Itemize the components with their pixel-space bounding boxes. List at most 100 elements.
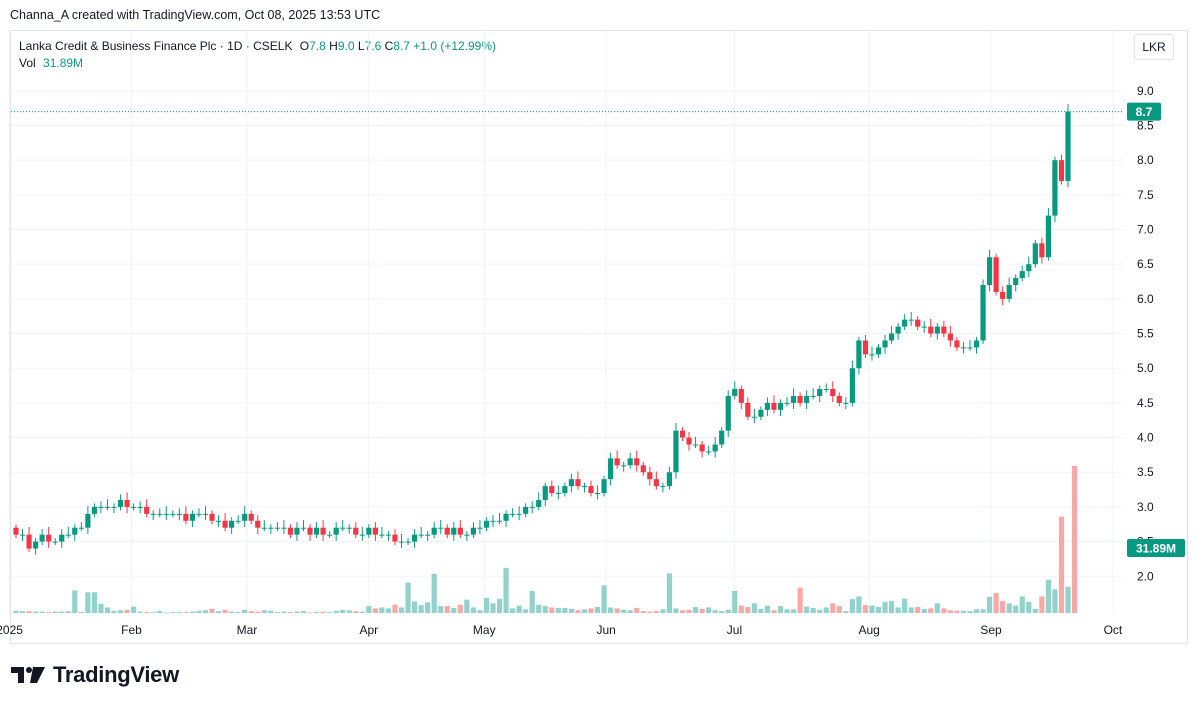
volume-bar: [719, 611, 725, 613]
candle: [856, 337, 862, 375]
candle-body: [627, 458, 633, 466]
candle: [72, 524, 78, 541]
volume-bar: [673, 608, 679, 613]
candle: [653, 471, 659, 490]
volume-bar: [444, 606, 450, 613]
candle: [183, 506, 189, 525]
candle: [529, 501, 535, 514]
candle-body: [457, 527, 463, 535]
volume-bar: [941, 608, 947, 613]
candle-body: [385, 534, 392, 536]
candle: [562, 482, 568, 497]
candle: [679, 427, 686, 442]
close-value: 8.7: [393, 39, 410, 53]
volume-bar: [483, 597, 490, 613]
candle: [268, 524, 274, 534]
volume-bar: [817, 609, 823, 613]
volume-bar: [366, 606, 372, 613]
candle-body: [26, 534, 32, 549]
candle: [209, 510, 215, 525]
candle-body: [575, 479, 581, 487]
volume-bar: [59, 611, 65, 613]
candle-body: [124, 499, 130, 507]
volume-bar: [960, 610, 967, 613]
candle-body: [830, 389, 836, 396]
candle: [496, 513, 503, 525]
candle-body: [183, 513, 189, 521]
candle: [947, 325, 953, 347]
candle: [817, 385, 823, 403]
volume-bar: [46, 612, 52, 613]
tradingview-brand[interactable]: TradingView: [11, 662, 179, 688]
candle-body: [39, 534, 45, 542]
currency-button[interactable]: LKR: [1134, 34, 1174, 60]
candle-body: [19, 534, 26, 536]
candle: [895, 323, 901, 340]
volume-bar: [176, 612, 182, 613]
candle: [1065, 103, 1071, 188]
candle: [353, 522, 359, 539]
candle: [830, 381, 836, 403]
candle: [509, 508, 516, 518]
volume-bar: [1045, 579, 1051, 613]
candle: [1000, 286, 1006, 306]
candle-body: [882, 340, 888, 348]
volume-bar: [1019, 596, 1025, 613]
candle: [699, 441, 705, 458]
candle-body: [85, 513, 91, 528]
candle-body: [379, 534, 385, 536]
volume-bar: [954, 610, 960, 613]
candle-body: [170, 513, 176, 515]
candle-body: [934, 326, 940, 334]
candle-body: [202, 513, 209, 515]
candle: [941, 321, 947, 337]
volume-bar: [621, 609, 627, 613]
volume-bar: [137, 611, 143, 613]
candle-body: [137, 506, 143, 508]
candle-body: [810, 395, 816, 397]
candle: [300, 520, 307, 532]
symbol-name[interactable]: Lanka Credit & Business Finance Plc · 1D…: [19, 39, 293, 53]
candle: [157, 508, 163, 518]
y-tick-label: 5.0: [1137, 361, 1154, 375]
candle: [1026, 256, 1032, 278]
volume-bar: [902, 598, 908, 613]
candle: [660, 482, 666, 493]
candle-body: [313, 527, 320, 535]
tradingview-logo-icon: [11, 667, 45, 683]
volume-bar: [725, 609, 731, 613]
candle: [327, 531, 333, 539]
volume-bar: [706, 607, 712, 613]
candle-body: [738, 389, 744, 403]
candle-body: [608, 458, 614, 480]
candle-body: [52, 541, 58, 543]
candle: [144, 499, 150, 518]
candle: [163, 506, 169, 521]
candle-body: [157, 513, 163, 515]
candle-body: [470, 527, 476, 535]
candle-body: [333, 527, 339, 535]
volume-bar: [908, 607, 914, 613]
candle-body: [614, 458, 620, 466]
candle: [647, 466, 653, 486]
candle-body: [431, 527, 437, 535]
candle: [536, 492, 542, 511]
candle: [438, 520, 444, 534]
volume-bar: [594, 607, 601, 613]
volume-bar: [327, 612, 333, 613]
y-tick-label: 3.0: [1137, 500, 1154, 514]
candle-body: [764, 402, 771, 410]
candle: [706, 445, 712, 455]
candle: [836, 392, 842, 407]
volume-bar: [1013, 605, 1019, 613]
y-tick-label: 6.0: [1137, 292, 1154, 306]
candle: [287, 524, 294, 539]
candle: [490, 515, 496, 528]
candle-body: [359, 534, 365, 536]
volume-bar: [529, 590, 535, 613]
candle-body: [274, 527, 280, 529]
candle-body: [372, 527, 378, 535]
candle-body: [666, 472, 673, 487]
candle-body: [307, 527, 313, 535]
